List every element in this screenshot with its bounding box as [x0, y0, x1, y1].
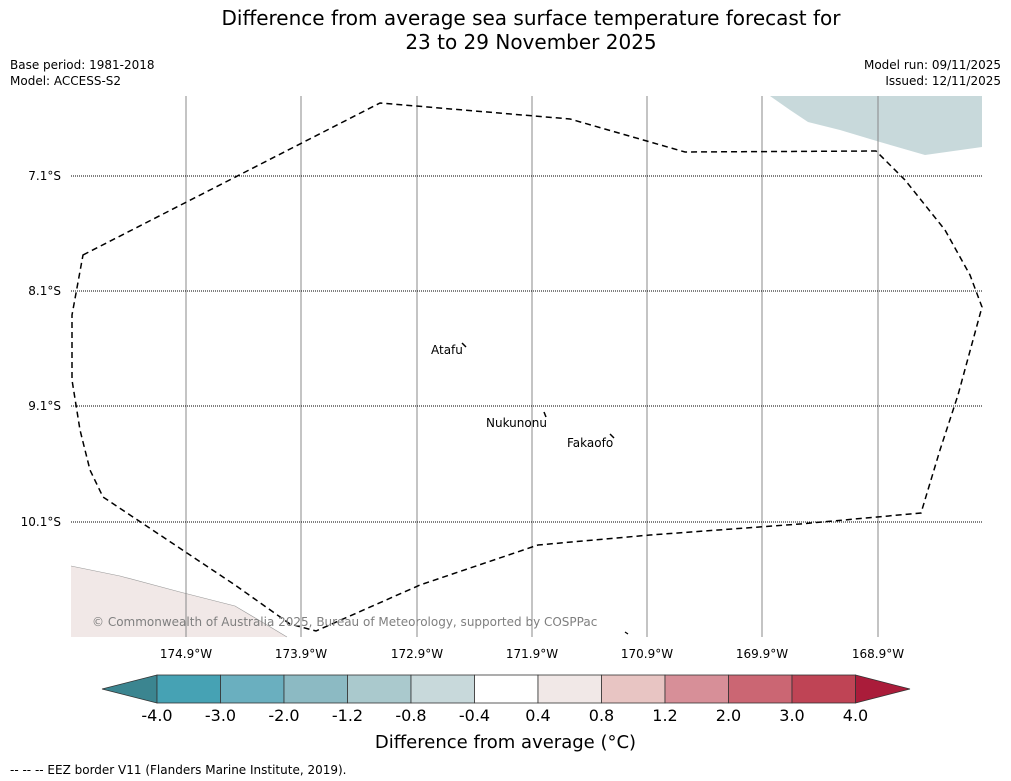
title-line-1: Difference from average sea surface temp… [221, 6, 841, 30]
colorbar-tick: -2.0 [268, 706, 300, 725]
meta-right: Model run: 09/11/2025 Issued: 12/11/2025 [864, 57, 1001, 89]
atafu-island [461, 342, 467, 348]
lon-label: 174.9°W [159, 647, 213, 661]
colorbar-tick: 0.8 [588, 706, 615, 725]
colorbar-tick: -0.8 [395, 706, 427, 725]
colorbar-segment [283, 674, 348, 704]
sst-anomaly-region-bottom-left [71, 566, 287, 637]
lon-label: 170.9°W [620, 647, 674, 661]
lon-label: 173.9°W [274, 647, 328, 661]
colorbar-tick: -0.4 [458, 706, 491, 725]
colorbar-tick: 2.0 [715, 706, 742, 725]
meridian-grid [185, 96, 879, 637]
colorbar-tick: 1.2 [652, 706, 678, 725]
meta-left: Base period: 1981-2018 Model: ACCESS-S2 [10, 57, 155, 89]
colorbar-segment [347, 674, 412, 704]
colorbar-tick: 0.4 [525, 706, 551, 725]
colorbar-tick: -3.0 [204, 706, 237, 725]
title-line-2: 23 to 29 November 2025 [405, 30, 657, 54]
colorbar-tick: 3.0 [779, 706, 805, 725]
model-name: Model: ACCESS-S2 [10, 74, 122, 88]
lat-label: 9.1°S [28, 399, 61, 413]
lon-label: 172.9°W [390, 647, 444, 661]
lat-label: 7.1°S [28, 169, 61, 183]
lon-label: 168.9°W [851, 647, 905, 661]
lat-label: 10.1°S [20, 515, 61, 529]
colorbar-title: Difference from average (°C) [374, 732, 637, 753]
model-run: Model run: 09/11/2025 [863, 58, 1001, 72]
colorbar-segment [791, 674, 856, 704]
lon-label: 169.9°W [735, 647, 789, 661]
issued-date: Issued: 12/11/2025 [885, 74, 1001, 88]
lat-label: 8.1°S [28, 284, 61, 298]
nukunonu-island [543, 411, 547, 418]
base-period: Base period: 1981-2018 [10, 58, 155, 72]
eez-footnote: -- -- -- EEZ border V11 (Flanders Marine… [10, 763, 347, 777]
fakaofo-island [609, 433, 615, 439]
colorbar-segment [728, 674, 793, 704]
colorbar-segment [410, 674, 475, 704]
chart-title: Difference from average sea surface temp… [0, 6, 1011, 54]
copyright-notice: © Commonwealth of Australia 2025, Bureau… [92, 615, 598, 629]
colorbar-segment [537, 674, 602, 704]
place-label-nukunonu: Nukunonu [486, 416, 547, 430]
colorbar-segment [220, 674, 285, 704]
colorbar-tick: -1.2 [331, 706, 364, 725]
colorbar-segment [601, 674, 666, 704]
eez-border [71, 102, 983, 632]
colorbar-tick: 4.0 [842, 706, 869, 725]
region-edge-line [70, 565, 288, 638]
parallel-grid [71, 175, 982, 523]
colorbar [101, 674, 911, 704]
lon-label: 171.9°W [505, 647, 559, 661]
place-label-fakaofo: Fakaofo [567, 436, 614, 450]
colorbar-tick: -4.0 [141, 706, 173, 725]
sst-anomaly-region-top-right [770, 96, 982, 155]
place-label-atafu: Atafu [431, 343, 463, 357]
colorbar-extend-low [101, 674, 158, 704]
small-island [624, 631, 629, 635]
colorbar-segment [664, 674, 729, 704]
colorbar-segment [474, 674, 539, 704]
colorbar-segment [156, 674, 221, 704]
colorbar-extend-high [855, 674, 911, 704]
